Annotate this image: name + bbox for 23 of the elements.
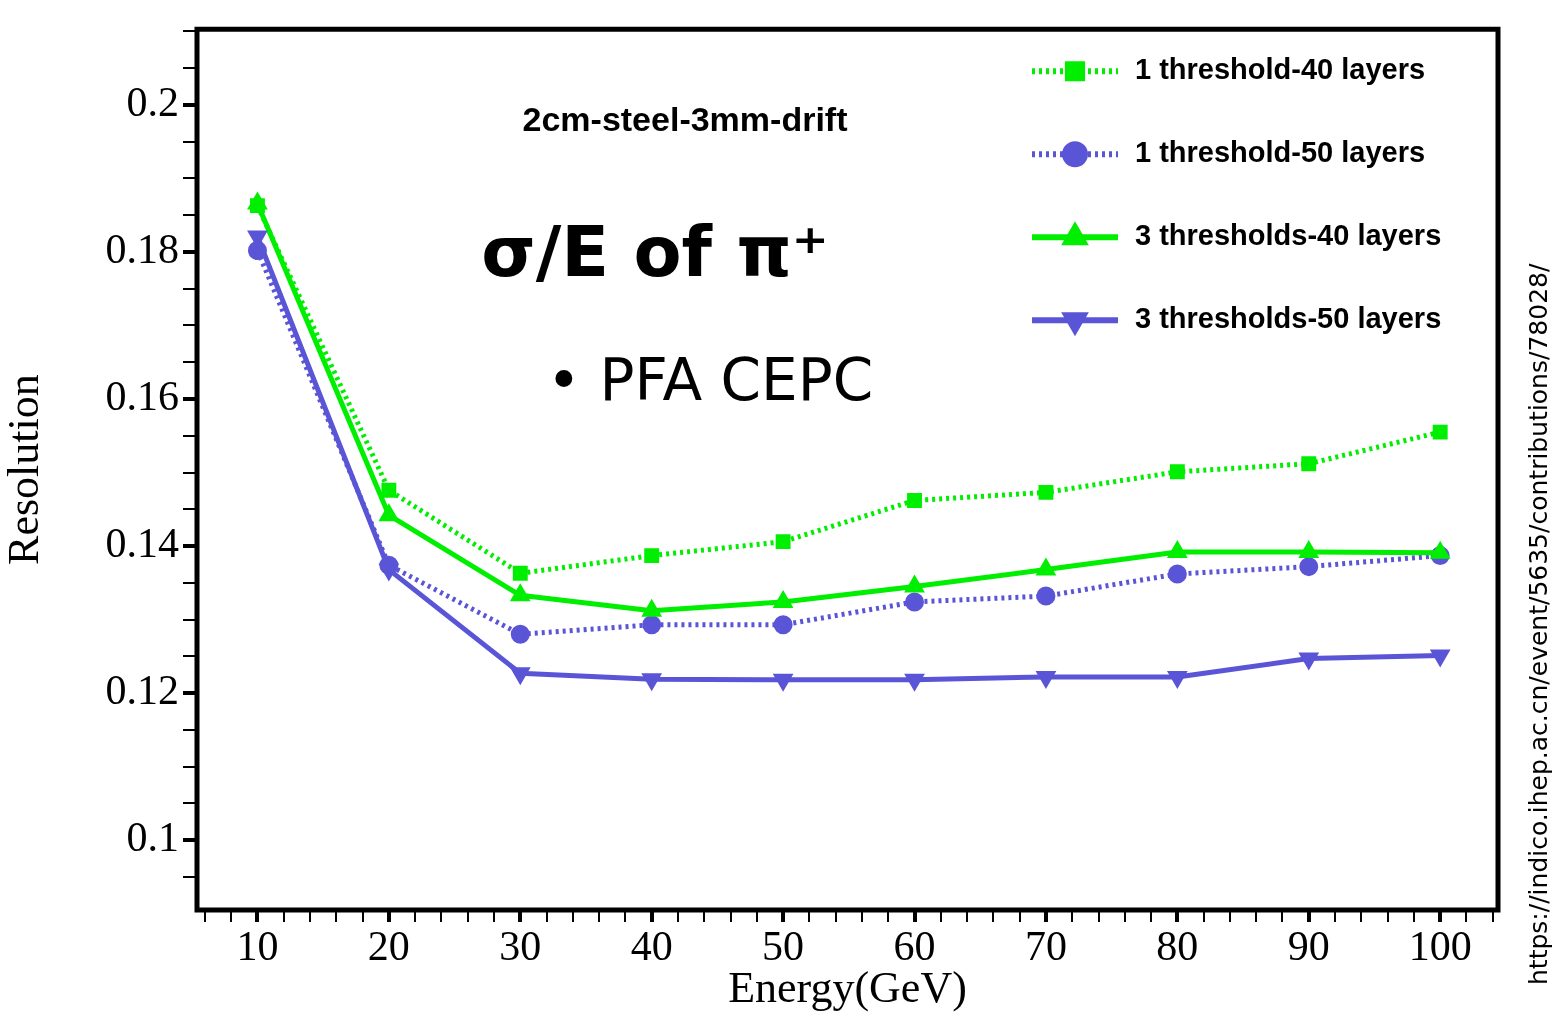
y-tick-label: 0.2 [126,78,179,125]
x-tick-label: 10 [236,923,279,970]
annotation: • PFA CEPC [546,346,874,415]
x-tick-label: 90 [1287,923,1330,970]
y-axis-title: Resolution [0,374,48,565]
text: https://indico.ihep.ac.cn/event/5635/contributions/78028/ [1523,263,1553,985]
annotation: 2cm-steel-3mm-drift [522,100,848,139]
y-tick-label: 0.12 [105,667,179,714]
x-tick-label: 20 [367,923,410,970]
x-tick-label: 40 [630,923,673,970]
x-tick-label: 100 [1408,923,1472,970]
legend-label: 1 threshold-40 layers [1135,53,1426,86]
x-tick-label: 80 [1156,923,1199,970]
y-tick-label: 0.14 [105,520,179,567]
y-tick-label: 0.18 [105,226,179,272]
legend-label: 3 thresholds-40 layers [1135,219,1442,252]
y-tick-label: 0.16 [105,373,179,420]
x-tick-label: 30 [499,923,542,970]
legend-label: 1 threshold-50 layers [1135,136,1426,169]
annotation: σ/E of π⁺ [481,211,829,294]
x-tick-label: 70 [1024,923,1067,970]
legend-label: 3 thresholds-50 layers [1135,302,1442,335]
y-tick-label: 0.1 [126,814,179,861]
